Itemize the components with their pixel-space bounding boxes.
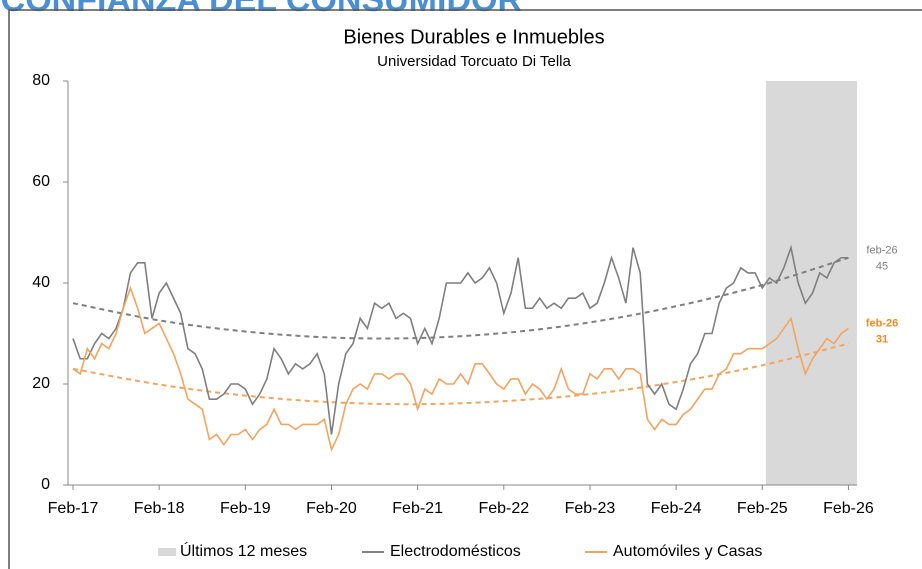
x-tick-label: Feb-21	[392, 500, 443, 517]
frame	[8, 9, 922, 569]
trend-line	[72, 256, 849, 340]
x-tick-label: Feb-17	[48, 500, 99, 517]
x-tick-label: Feb-23	[565, 500, 616, 517]
end-label-value: 45	[876, 261, 888, 273]
legend-label: Automóviles y Casas	[613, 543, 762, 560]
x-tick-label: Feb-22	[478, 500, 529, 517]
y-tick-label: 20	[32, 375, 50, 392]
series-line	[72, 244, 849, 435]
x-tick-label: Feb-20	[306, 500, 357, 517]
legend-swatch	[158, 548, 176, 556]
x-tick-label: Feb-25	[737, 500, 788, 517]
x-tick-label: Feb-18	[134, 500, 185, 517]
end-label-date: feb-26	[866, 317, 898, 329]
y-tick-label: 0	[41, 476, 50, 493]
y-tick-label: 40	[32, 274, 50, 291]
legend-label: Últimos 12 meses	[180, 541, 307, 560]
x-tick-label: Feb-19	[220, 500, 271, 517]
x-tick-label: Feb-24	[651, 500, 702, 517]
chart-title: Bienes Durables e Inmuebles	[343, 26, 604, 48]
end-label-date: feb-26	[866, 245, 897, 257]
x-tick-label: Feb-26	[823, 500, 874, 517]
shaded-region	[765, 81, 857, 485]
chart-subtitle: Universidad Torcuato Di Tella	[377, 53, 571, 70]
end-label-value: 31	[876, 333, 888, 345]
legend-label: Electrodomésticos	[390, 543, 521, 560]
y-tick-label: 80	[32, 72, 50, 89]
y-tick-label: 60	[32, 173, 50, 190]
series-line	[72, 285, 849, 453]
